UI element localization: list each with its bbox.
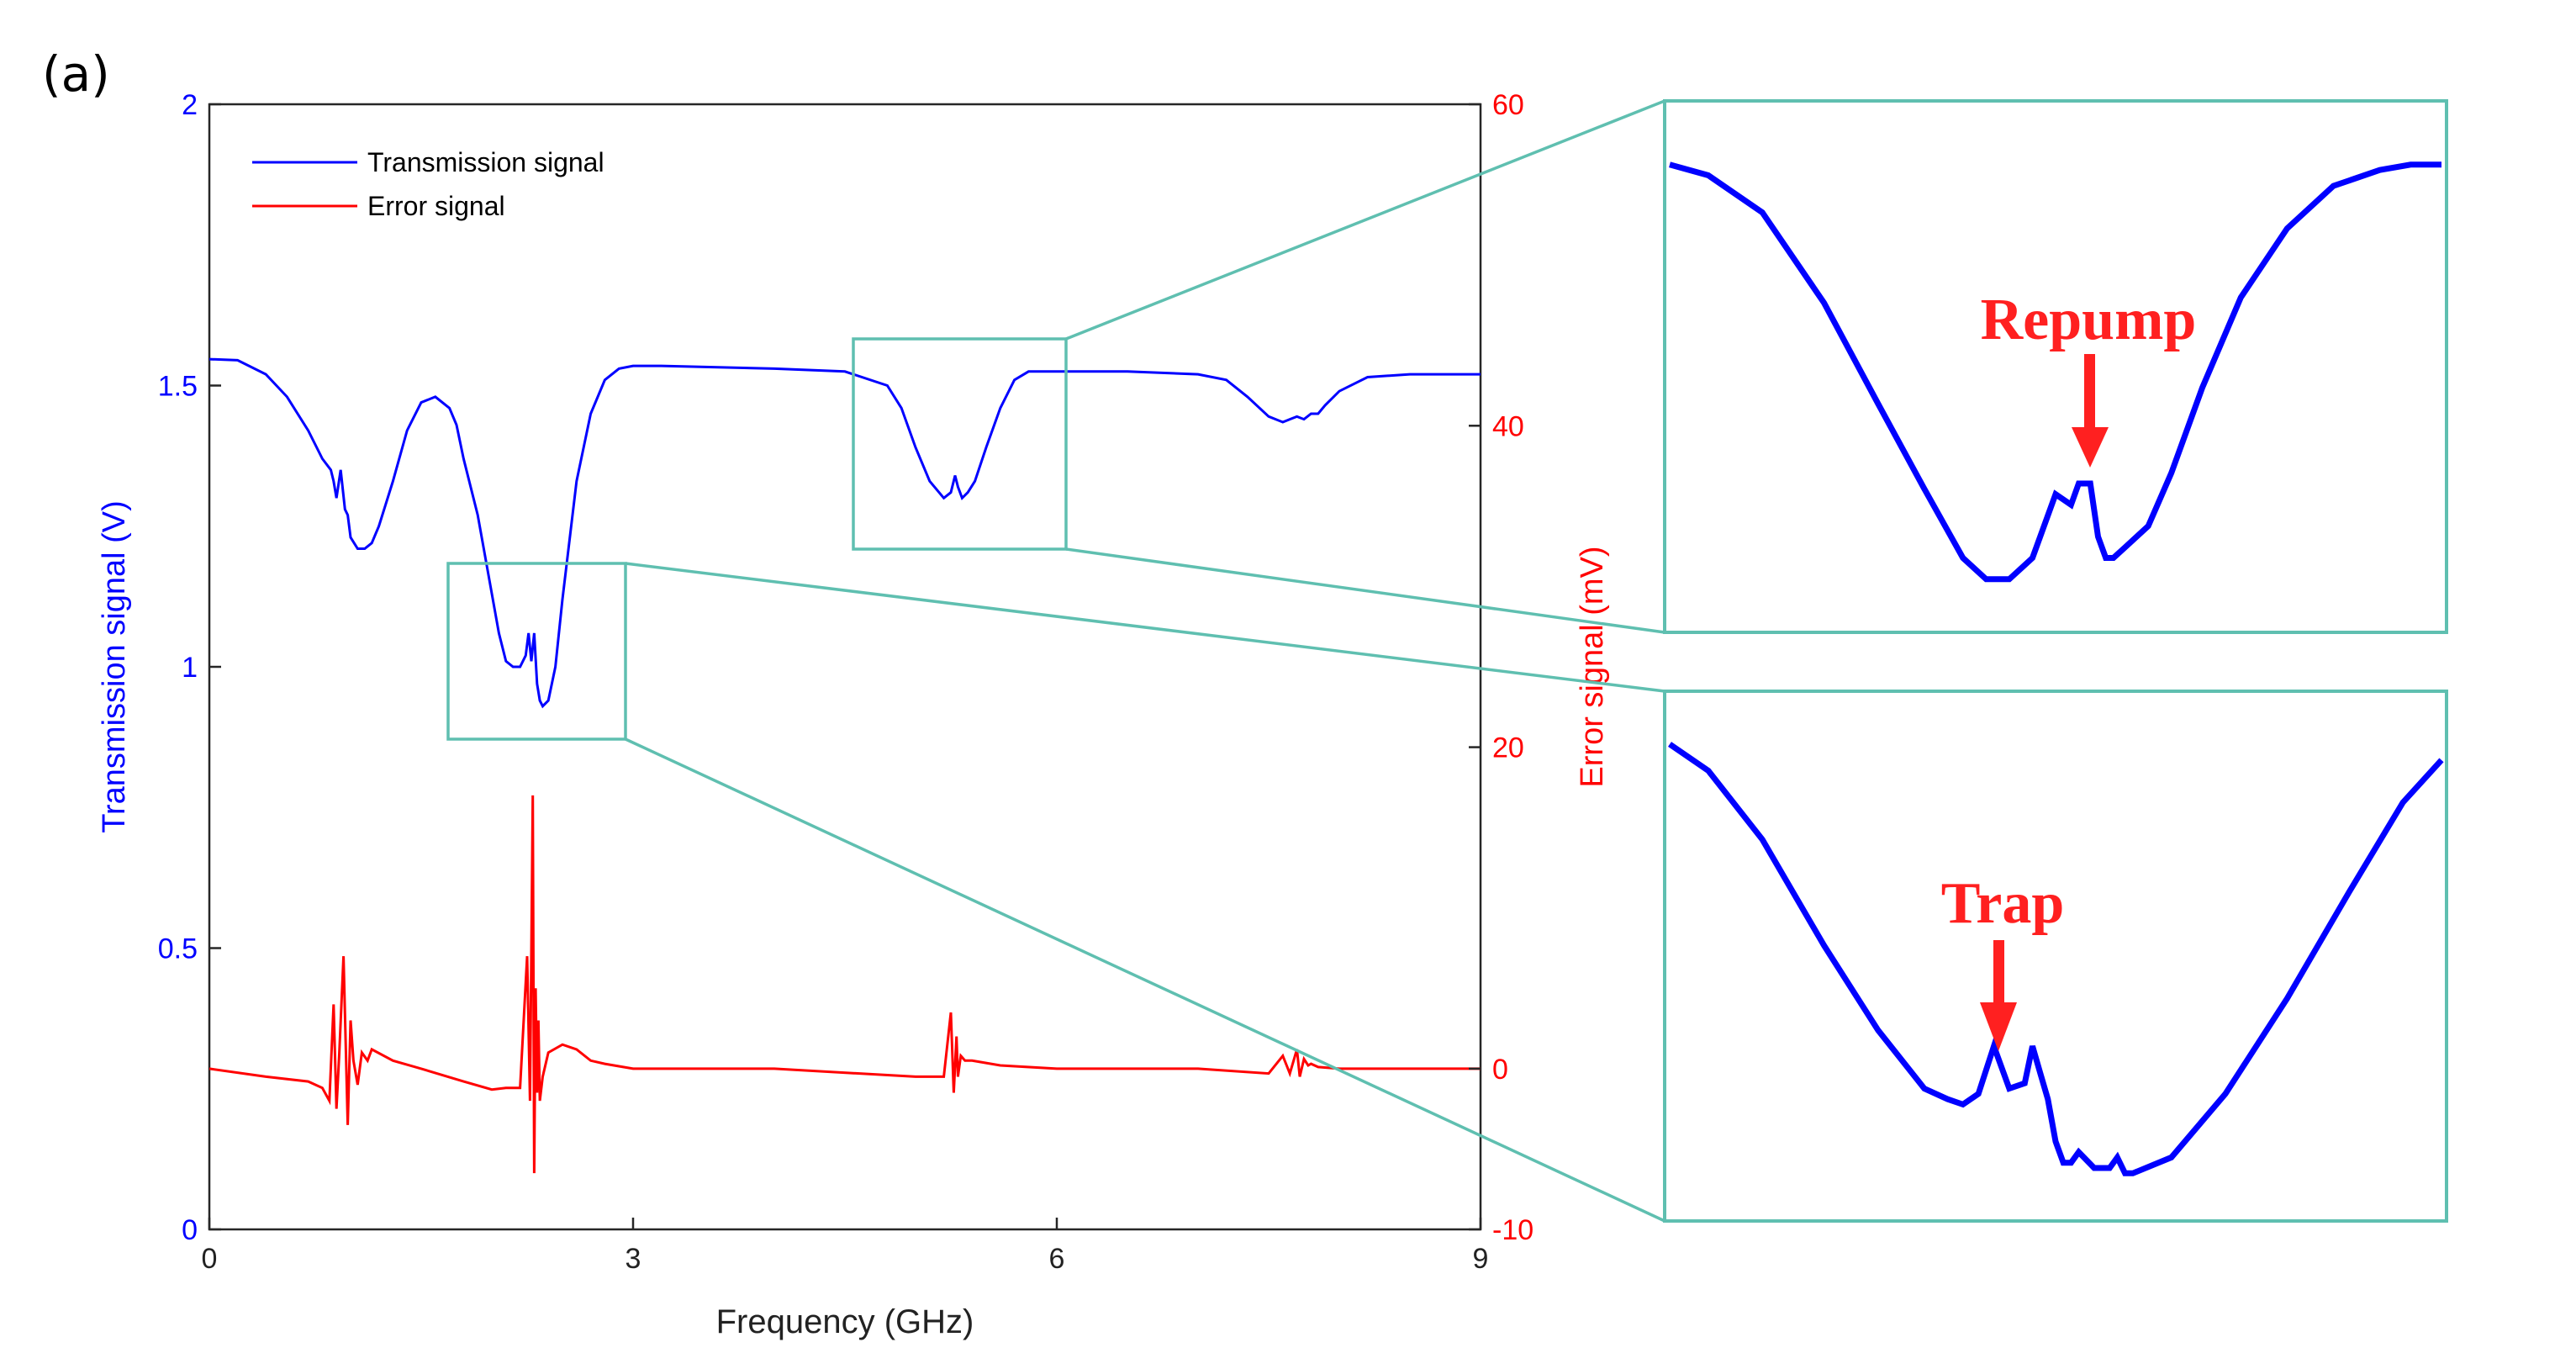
right-tick-label: 40: [1492, 410, 1524, 442]
left-tick-label: 1.5: [158, 371, 198, 403]
right-tick-label: 20: [1492, 732, 1524, 764]
right-y-axis: -10 0 20 40 60: [1469, 89, 1533, 1246]
zoom-trap-curve: [1668, 742, 2444, 1176]
right-tick-label: 60: [1492, 89, 1524, 121]
legend-label-transmission: Transmission signal: [367, 147, 604, 177]
trap-label: Trap: [1941, 871, 2065, 936]
zoom-box-repump: [852, 337, 1068, 551]
connector-trap-bottom: [625, 737, 1665, 1223]
error-signal-line: [209, 795, 1481, 1174]
left-tick-label: 2: [182, 89, 198, 121]
right-y-axis-title: Error signal (mV): [1575, 546, 1610, 787]
left-tick-label: 0.5: [158, 933, 198, 965]
zoom-panel-repump-frame: [1663, 99, 2448, 634]
repump-arrow: [2072, 354, 2109, 468]
x-tick-label: 3: [626, 1243, 641, 1275]
repump-label: Repump: [1981, 288, 2197, 352]
x-tick-label: 0: [202, 1243, 218, 1275]
left-y-axis: 0 0.5 1 1.5 2: [158, 89, 221, 1246]
x-tick-label: 6: [1049, 1243, 1065, 1275]
zoom-repump-curve: [1669, 161, 2441, 583]
connector-repump-top: [1065, 99, 1665, 341]
legend: Transmission signal Error signal: [252, 147, 604, 221]
left-tick-label: 0: [182, 1214, 198, 1246]
trap-arrow: [1980, 940, 2017, 1051]
x-tick-label: 9: [1473, 1243, 1489, 1275]
right-tick-label: -10: [1492, 1214, 1533, 1246]
zoom-panel-repump: Repump: [1663, 99, 2448, 634]
zoom-panel-trap: Trap: [1663, 690, 2448, 1223]
panel-label: (a): [42, 45, 110, 103]
connector-repump-bottom: [1065, 547, 1665, 634]
right-tick-label: 0: [1492, 1054, 1508, 1086]
left-y-axis-title: Transmission signal (V): [97, 500, 132, 833]
x-axis-title: Frequency (GHz): [716, 1303, 974, 1340]
main-plot-area: [209, 357, 1481, 1174]
zoom-connectors: [625, 99, 1665, 1223]
x-axis: 0 3 6 9: [202, 1218, 1489, 1275]
transmission-signal-line: [209, 357, 1481, 709]
connector-trap-top: [625, 562, 1665, 693]
left-tick-label: 1: [182, 652, 198, 684]
main-plot-frame: [208, 103, 1482, 1231]
legend-label-error: Error signal: [367, 191, 505, 221]
zoom-box-trap: [446, 562, 627, 741]
